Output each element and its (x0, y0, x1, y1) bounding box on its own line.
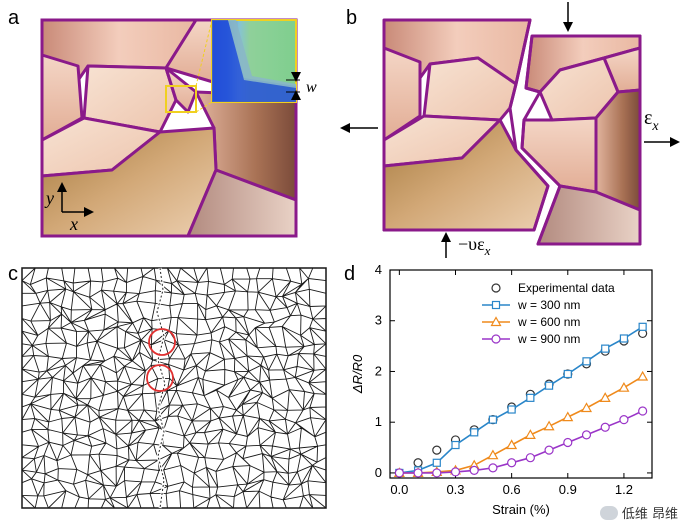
data-point (525, 453, 535, 463)
panel-c: c (8, 263, 327, 509)
series-3 (394, 406, 648, 478)
poisson-label: −υεx (458, 234, 491, 258)
panel-label-b: b (346, 7, 357, 29)
x-tick-label: 0.3 (446, 482, 464, 497)
legend-label: w = 900 nm (517, 332, 580, 346)
panel-a: a w y x (8, 7, 317, 238)
data-point (469, 465, 479, 475)
y-tick-label: 1 (375, 414, 382, 429)
grain (82, 64, 178, 134)
data-point (637, 370, 649, 381)
axes-indicator: y x (44, 182, 94, 234)
data-point (450, 467, 461, 477)
plot-frame (389, 269, 653, 479)
panel-label-a: a (8, 7, 20, 29)
watermark-text: 低维 昂维 (621, 507, 678, 522)
grain (594, 88, 642, 212)
zoom-line (195, 101, 213, 113)
width-symbol: w (306, 79, 317, 96)
data-point (507, 458, 517, 468)
legend-label: Experimental data (518, 281, 615, 295)
data-point (563, 369, 572, 379)
x-tick-label: 0.9 (559, 482, 577, 497)
data-point (600, 422, 610, 432)
data-point (619, 334, 629, 343)
data-point (451, 440, 460, 450)
legend-label: w = 600 nm (517, 315, 580, 329)
data-point (491, 283, 501, 293)
data-point (487, 449, 499, 460)
data-point (506, 439, 518, 450)
data-point (638, 322, 647, 331)
y-tick-label: 4 (375, 262, 382, 277)
data-point (507, 405, 516, 414)
data-point (618, 381, 630, 392)
data-point (581, 430, 592, 440)
crack-circle (148, 328, 176, 356)
x-tick-label: 0.6 (503, 482, 521, 497)
data-point (544, 445, 554, 455)
data-point (580, 402, 593, 413)
data-point (488, 415, 498, 424)
panel-label-c: c (8, 263, 18, 285)
data-point (491, 334, 501, 344)
zoom-line (195, 19, 213, 87)
data-point (413, 468, 423, 478)
crack-path-edge (156, 267, 166, 509)
strain-label: εx (644, 107, 659, 134)
voronoi-edges (21, 267, 327, 509)
inset-zoom (211, 19, 301, 103)
axis-x-label: x (69, 214, 78, 234)
data-point (413, 458, 423, 468)
data-point (562, 411, 574, 422)
y-axis-label: ΔR/R0 (350, 354, 365, 394)
axis-y-label: y (44, 188, 54, 208)
data-point (432, 458, 441, 467)
voronoi-mesh (21, 267, 327, 509)
y-tick-label: 0 (375, 465, 382, 480)
grain-map-b-left (382, 18, 550, 232)
chat-bubble-icon (599, 505, 618, 520)
data-point (582, 357, 591, 366)
crack-circle (146, 364, 174, 392)
data-point (491, 300, 501, 310)
panel-b: b εx −υεx (340, 2, 680, 258)
resistance-chart: 0.0 0.3 0.6 0.9 1.2 0 1 2 3 4 Strain (%) ΔR/R0 Exper… (350, 262, 653, 517)
data-point (490, 316, 502, 327)
y-tick-label: 2 (375, 363, 382, 378)
data-point (563, 437, 573, 448)
panel-d: d 0.0 0.3 0.6 0.9 1.2 0 1 2 3 4 Strain (%) ΔR/R0 Exp… (344, 262, 653, 517)
data-point (524, 429, 536, 439)
data-point (488, 463, 498, 473)
data-point (619, 415, 629, 425)
grain-map-frame (40, 18, 298, 238)
data-point (432, 468, 442, 478)
grain-map-a (40, 18, 298, 238)
data-point (599, 392, 611, 402)
data-point (601, 344, 610, 353)
x-tick-label: 1.2 (615, 482, 633, 497)
data-point (432, 445, 442, 455)
data-point (638, 406, 648, 416)
data-point (470, 428, 479, 437)
y-tick-label: 3 (375, 313, 382, 328)
data-point (543, 420, 555, 431)
x-axis-label: Strain (%) (492, 502, 550, 517)
watermark: 低维 昂维 (599, 503, 678, 522)
x-tick-label: 0.0 (390, 482, 408, 497)
data-point (394, 468, 404, 478)
grain-map-b-right (520, 34, 642, 246)
data-point (526, 393, 535, 402)
legend-label: w = 300 nm (517, 298, 580, 312)
panel-label-d: d (344, 263, 355, 285)
zoom-box (165, 85, 197, 113)
data-point (544, 381, 554, 390)
legend: Experimental data w = 300 nm w = 600 nm w =… (482, 281, 615, 346)
